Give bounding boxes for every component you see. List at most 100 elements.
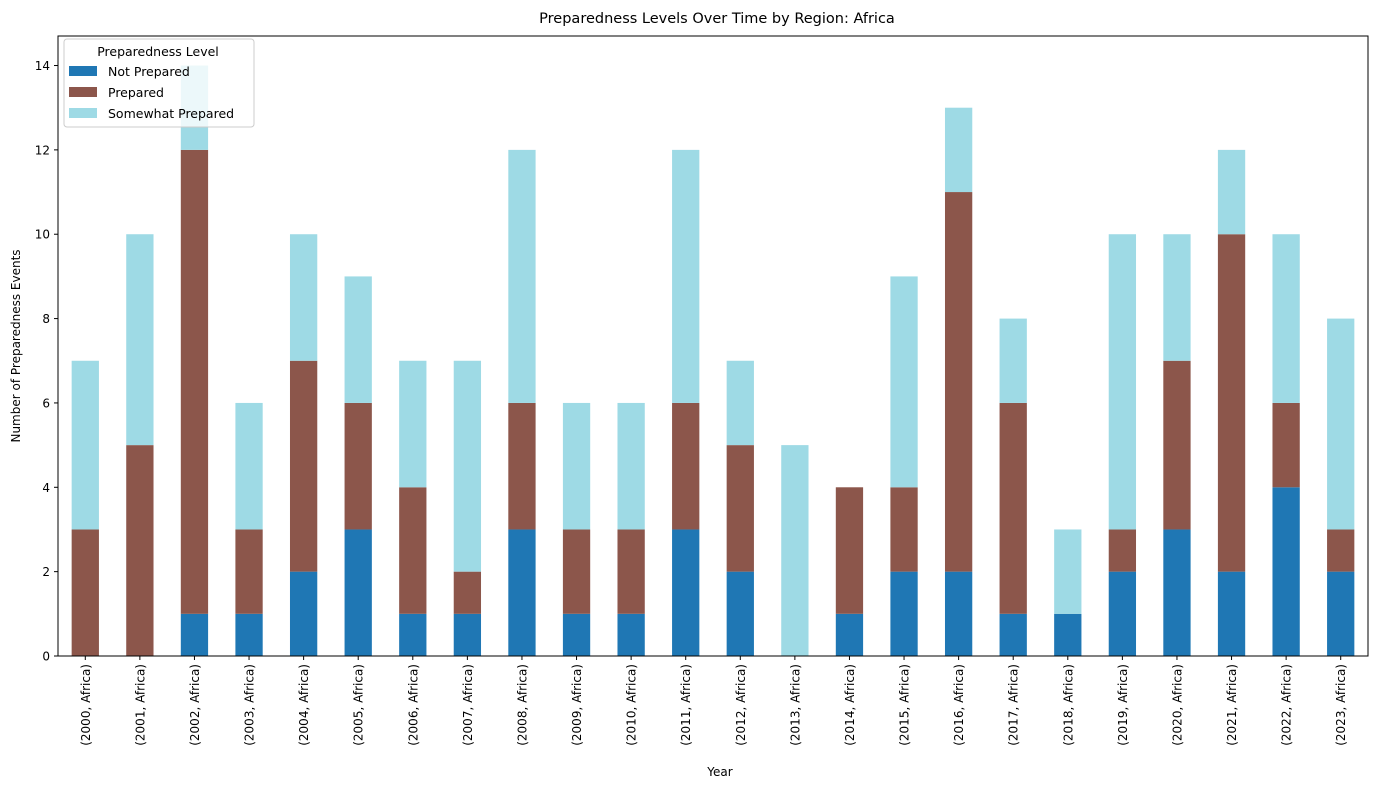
bar-segment-prepared-21 xyxy=(1217,234,1246,572)
bar-segment-not-prepared-14 xyxy=(835,613,864,656)
bar-segment-somewhat-prepared-3 xyxy=(235,402,263,530)
bar-segment-prepared-9 xyxy=(562,529,591,614)
y-tick-label: 2 xyxy=(42,565,50,579)
x-axis-title: Year xyxy=(706,765,732,779)
bar-segment-not-prepared-22 xyxy=(1272,487,1300,656)
x-tick-label: (2013, Africa) xyxy=(788,664,802,746)
bar-segment-not-prepared-7 xyxy=(453,613,482,656)
bar-segment-not-prepared-19 xyxy=(1108,571,1137,656)
x-tick-label: (2014, Africa) xyxy=(843,664,857,746)
bars-layer xyxy=(71,65,1355,656)
legend-swatch xyxy=(69,66,97,76)
bar-segment-not-prepared-8 xyxy=(508,529,536,656)
legend-swatch xyxy=(69,87,97,97)
bar-segment-prepared-1 xyxy=(126,445,154,656)
bar-segment-somewhat-prepared-17 xyxy=(999,318,1027,403)
bar-segment-prepared-16 xyxy=(944,192,973,572)
bar-segment-prepared-20 xyxy=(1163,360,1191,530)
bar-segment-somewhat-prepared-22 xyxy=(1272,234,1300,403)
x-tick-label: (2021, Africa) xyxy=(1225,664,1239,746)
bar-segment-prepared-0 xyxy=(71,529,99,656)
bar-segment-prepared-17 xyxy=(999,402,1027,614)
bar-segment-prepared-5 xyxy=(344,402,372,530)
x-tick-label: (2023, Africa) xyxy=(1334,664,1348,746)
bar-segment-not-prepared-12 xyxy=(726,571,754,656)
y-tick-label: 8 xyxy=(42,312,50,326)
x-tick-label: (2001, Africa) xyxy=(133,664,147,746)
x-tick-label: (2007, Africa) xyxy=(461,664,475,746)
bar-segment-somewhat-prepared-16 xyxy=(944,107,973,193)
bar-segment-somewhat-prepared-18 xyxy=(1054,529,1082,614)
legend-label: Not Prepared xyxy=(108,64,190,79)
x-tick-label: (2003, Africa) xyxy=(243,664,257,746)
legend-title: Preparedness Level xyxy=(97,44,219,59)
x-tick-label: (2002, Africa) xyxy=(188,664,202,746)
x-tick-label: (2009, Africa) xyxy=(570,664,584,746)
bar-segment-not-prepared-3 xyxy=(235,613,263,656)
chart-title: Preparedness Levels Over Time by Region:… xyxy=(539,11,895,27)
bar-segment-not-prepared-15 xyxy=(890,571,918,656)
bar-segment-prepared-19 xyxy=(1108,529,1137,572)
bar-segment-somewhat-prepared-9 xyxy=(562,402,591,530)
x-tick-label: (2016, Africa) xyxy=(952,664,966,746)
y-axis-ticks: 0 2 4 6 8 10 12 14 xyxy=(35,59,58,664)
bar-segment-prepared-6 xyxy=(399,487,427,614)
bar-segment-somewhat-prepared-8 xyxy=(508,149,536,403)
bar-segment-prepared-4 xyxy=(289,360,318,572)
bar-segment-not-prepared-10 xyxy=(617,613,645,656)
x-tick-label: (2005, Africa) xyxy=(352,664,366,746)
bar-segment-prepared-22 xyxy=(1272,402,1300,488)
bar-segment-somewhat-prepared-15 xyxy=(890,276,918,488)
legend-label: Somewhat Prepared xyxy=(108,106,234,121)
legend-box xyxy=(63,38,255,128)
y-axis-title: Number of Preparedness Events xyxy=(9,249,23,442)
bar-segment-prepared-2 xyxy=(180,149,209,614)
bar-segment-not-prepared-23 xyxy=(1327,571,1355,656)
bar-segment-somewhat-prepared-10 xyxy=(617,402,645,530)
bar-segment-prepared-23 xyxy=(1327,529,1355,572)
bar-segment-not-prepared-16 xyxy=(944,571,973,656)
bar-segment-prepared-8 xyxy=(508,402,536,530)
bar-segment-somewhat-prepared-11 xyxy=(672,149,700,403)
bar-segment-somewhat-prepared-12 xyxy=(726,360,754,446)
bar-segment-somewhat-prepared-0 xyxy=(71,360,99,530)
bar-segment-not-prepared-6 xyxy=(399,613,427,656)
y-tick-label: 12 xyxy=(35,143,50,157)
x-tick-label: (2012, Africa) xyxy=(734,664,748,746)
x-tick-label: (2011, Africa) xyxy=(679,664,693,746)
bar-segment-prepared-15 xyxy=(890,487,918,572)
bar-segment-prepared-7 xyxy=(453,571,482,614)
x-tick-label: (2008, Africa) xyxy=(515,664,529,746)
x-tick-label: (2022, Africa) xyxy=(1280,664,1294,746)
plot-frame xyxy=(57,35,1369,657)
y-tick-label: 10 xyxy=(35,228,50,242)
legend-items: Not Prepared Prepared Somewhat Prepared xyxy=(69,64,234,121)
bar-segment-somewhat-prepared-4 xyxy=(289,234,318,361)
x-tick-label: (2019, Africa) xyxy=(1116,664,1130,746)
bar-segment-not-prepared-20 xyxy=(1163,529,1191,656)
bar-segment-not-prepared-4 xyxy=(289,571,318,656)
x-axis-ticks: (2000, Africa) (2001, Africa) (2002, Afric… xyxy=(79,656,1348,746)
y-tick-label: 4 xyxy=(42,481,50,495)
x-tick-label: (2006, Africa) xyxy=(406,664,420,746)
y-tick-label: 6 xyxy=(42,396,50,410)
bar-segment-somewhat-prepared-23 xyxy=(1327,318,1355,530)
x-tick-label: (2015, Africa) xyxy=(898,664,912,746)
x-tick-label: (2018, Africa) xyxy=(1061,664,1075,746)
legend-swatch xyxy=(69,108,97,118)
bar-segment-not-prepared-17 xyxy=(999,613,1027,656)
bar-segment-somewhat-prepared-19 xyxy=(1108,234,1137,530)
bar-segment-somewhat-prepared-20 xyxy=(1163,234,1191,361)
x-tick-label: (2017, Africa) xyxy=(1007,664,1021,746)
bar-segment-prepared-12 xyxy=(726,445,754,572)
bar-segment-somewhat-prepared-5 xyxy=(344,276,372,403)
bar-segment-prepared-14 xyxy=(835,487,864,614)
bar-segment-somewhat-prepared-7 xyxy=(453,360,482,572)
bar-segment-not-prepared-21 xyxy=(1217,571,1246,656)
bar-segment-not-prepared-9 xyxy=(562,613,591,656)
x-tick-label: (2000, Africa) xyxy=(79,664,93,746)
bar-segment-somewhat-prepared-21 xyxy=(1217,149,1246,235)
bar-segment-somewhat-prepared-1 xyxy=(126,234,154,446)
y-tick-label: 0 xyxy=(42,650,50,664)
